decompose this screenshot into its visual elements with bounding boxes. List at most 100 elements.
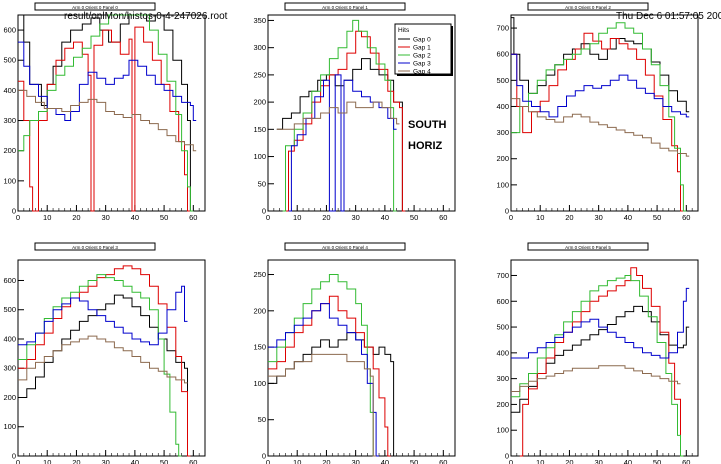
x-tick-label: 30 (594, 213, 602, 222)
series-gap-3 (511, 287, 690, 359)
x-tick-label: 50 (160, 458, 168, 464)
x-tick-label: 60 (682, 213, 690, 222)
panel-title-box (284, 242, 406, 251)
series-gap-4 (511, 365, 681, 392)
panel-title-box (34, 2, 156, 11)
x-tick-label: 50 (160, 213, 168, 222)
series-gap-1 (18, 26, 191, 212)
y-tick-label: 150 (253, 343, 266, 352)
x-tick-label: 10 (536, 458, 544, 464)
y-tick-label: 200 (496, 400, 509, 409)
y-tick-label: 100 (253, 152, 266, 161)
series-gap-1 (268, 295, 391, 457)
y-tick-label: 350 (253, 16, 266, 25)
y-tick-label: 300 (3, 364, 16, 373)
panel-title: Arm 0 Orient 0 Panel 4 (322, 245, 368, 250)
y-tick-label: 100 (496, 180, 509, 189)
series-gap-0 (18, 14, 194, 212)
x-tick-label: 50 (410, 213, 418, 222)
x-tick-label: 30 (594, 458, 602, 464)
legend-entry: Gap 4 (413, 69, 431, 76)
series-gap-2 (511, 22, 687, 212)
x-tick-label: 10 (43, 458, 51, 464)
x-tick-label: 30 (351, 458, 359, 464)
file-path-label: result/onlMon/histos-0-4-247026.root (64, 11, 228, 22)
x-tick-label: 40 (624, 213, 632, 222)
x-tick-label: 30 (351, 213, 359, 222)
x-tick-label: 50 (653, 458, 661, 464)
y-tick-label: 50 (258, 179, 266, 188)
y-tick-label: 100 (496, 426, 509, 435)
y-tick-label: 0 (12, 207, 16, 216)
panel-title: Arm 0 Orient 0 Panel 5 (565, 245, 611, 250)
y-tick-label: 400 (496, 102, 509, 111)
panel-title: Arm 0 Orient 0 Panel 1 (322, 5, 368, 10)
series-gap-2 (18, 274, 182, 457)
y-tick-label: 600 (496, 50, 509, 59)
series-gap-1 (519, 267, 684, 457)
series-gap-3 (18, 41, 197, 121)
series-gap-4 (18, 89, 197, 152)
x-tick-label: 20 (565, 458, 573, 464)
x-tick-label: 0 (266, 213, 270, 222)
y-tick-label: 200 (496, 154, 509, 163)
legend-title: Hits (398, 27, 410, 34)
legend-entry: Gap 3 (413, 61, 431, 68)
series-gap-2 (18, 14, 194, 212)
y-tick-label: 200 (253, 98, 266, 107)
y-tick-label: 250 (253, 70, 266, 79)
x-tick-label: 60 (439, 458, 447, 464)
x-tick-label: 10 (43, 213, 51, 222)
series-gap-2 (511, 275, 684, 457)
y-tick-label: 100 (3, 176, 16, 185)
panel-title: Arm 0 Orient 0 Panel 3 (72, 245, 118, 250)
y-tick-label: 0 (505, 207, 509, 216)
y-tick-label: 300 (253, 43, 266, 52)
panel-title: Arm 0 Orient 0 Panel 2 (565, 5, 611, 10)
legend-box (394, 23, 452, 75)
plot-frame (267, 259, 456, 457)
series-gap-3 (268, 303, 379, 457)
x-tick-label: 0 (16, 213, 20, 222)
y-tick-label: 500 (3, 305, 16, 314)
x-tick-label: 60 (682, 458, 690, 464)
panel-title-box (284, 2, 406, 11)
y-tick-label: 400 (3, 86, 16, 95)
run-date-label: Thu Dec 6 01:57:05 2007 (616, 11, 721, 22)
y-tick-label: 100 (3, 422, 16, 431)
x-tick-label: 40 (624, 458, 632, 464)
legend-entry: Gap 2 (413, 53, 431, 60)
series-gap-0 (18, 294, 191, 457)
horiz-label: HORIZ (408, 140, 443, 152)
plot-frame (510, 14, 699, 212)
y-tick-label: 700 (496, 271, 509, 280)
series-gap-2 (282, 19, 397, 212)
series-gap-1 (18, 265, 191, 457)
x-tick-label: 40 (381, 458, 389, 464)
y-tick-label: 700 (496, 24, 509, 33)
y-tick-label: 400 (3, 334, 16, 343)
y-tick-label: 0 (505, 452, 509, 461)
x-tick-label: 20 (322, 458, 330, 464)
y-tick-label: 600 (3, 26, 16, 35)
x-tick-label: 60 (189, 458, 197, 464)
panel-title-box (527, 242, 649, 251)
plot-frame (17, 259, 206, 457)
panel-title-box (527, 2, 649, 11)
panel-title-box (34, 242, 156, 251)
y-tick-label: 50 (258, 415, 266, 424)
series-gap-2 (268, 274, 377, 457)
x-tick-label: 60 (189, 213, 197, 222)
y-tick-label: 0 (262, 452, 266, 461)
x-tick-label: 30 (101, 458, 109, 464)
y-tick-label: 150 (253, 125, 266, 134)
x-tick-label: 20 (72, 458, 80, 464)
x-tick-label: 50 (653, 213, 661, 222)
y-tick-label: 300 (496, 374, 509, 383)
x-tick-label: 40 (131, 213, 139, 222)
y-tick-label: 600 (496, 297, 509, 306)
legend-entry: Gap 1 (413, 45, 431, 52)
series-gap-4 (268, 353, 377, 457)
y-tick-label: 500 (496, 76, 509, 85)
